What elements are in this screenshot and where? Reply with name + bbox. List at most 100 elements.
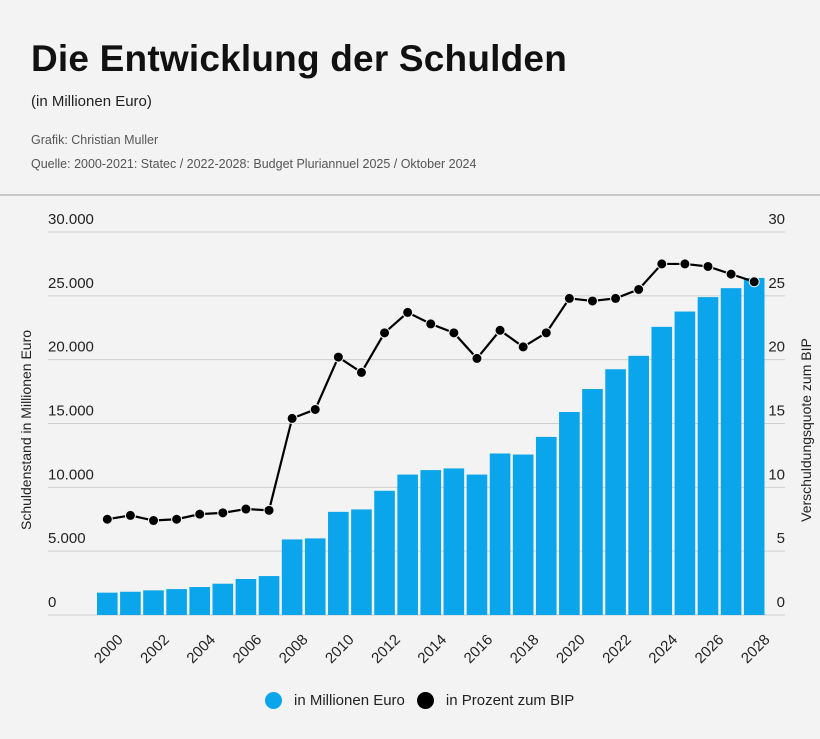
- x-tick-label: 2004: [183, 631, 219, 667]
- x-tick-label: 2006: [230, 631, 266, 667]
- x-tick-label: 2024: [645, 631, 681, 667]
- point-2017: [494, 324, 506, 336]
- legend-label-line: in Prozent zum BIP: [445, 692, 575, 709]
- point-2027: [725, 268, 737, 280]
- bar-2000: [97, 592, 118, 615]
- bar-2019: [535, 436, 557, 615]
- y-tick-left: 30.000: [48, 211, 94, 228]
- x-tick-label: 2010: [322, 631, 358, 667]
- bar-2026: [697, 297, 719, 615]
- bar-2003: [166, 589, 187, 615]
- x-tick-label: 2022: [599, 631, 635, 667]
- point-2001: [124, 509, 136, 521]
- y-tick-right: 0: [777, 594, 785, 611]
- bar-2024: [651, 326, 673, 615]
- y-tick-left: 0: [48, 594, 56, 611]
- bar-2013: [397, 474, 418, 615]
- legend-swatch-bars: [265, 692, 282, 709]
- point-2005: [217, 507, 229, 519]
- y-tick-right: 20: [768, 339, 785, 356]
- source-text: Quelle: 2000-2021: Statec / 2022-2028: B…: [31, 157, 477, 171]
- y-tick-right: 5: [777, 530, 785, 547]
- bar-2027: [720, 288, 742, 615]
- x-tick-label: 2020: [553, 631, 589, 667]
- bar-2025: [674, 311, 696, 615]
- bar-2004: [189, 587, 211, 615]
- x-tick-label: 2018: [507, 631, 543, 667]
- point-2000: [101, 513, 113, 525]
- bar-2023: [628, 355, 649, 615]
- bar-2011: [351, 509, 372, 615]
- bar-2022: [605, 369, 626, 615]
- legend-swatch-line: [416, 692, 434, 709]
- x-tick-label: 2012: [368, 631, 404, 667]
- bar-2020: [559, 412, 580, 615]
- point-2007: [263, 504, 275, 516]
- y-axis-right-title: Verschuldungsquote zum BIP: [798, 338, 814, 522]
- bar-2016: [466, 474, 488, 615]
- bar-2001: [120, 591, 141, 615]
- point-2010: [332, 351, 344, 363]
- point-2004: [194, 508, 206, 520]
- point-2022: [610, 292, 622, 304]
- y-axis-left-title: Schuldenstand in Millionen Euro: [18, 330, 34, 530]
- point-2011: [355, 366, 367, 378]
- y-tick-right: 25: [768, 275, 785, 292]
- point-2016: [471, 352, 483, 364]
- point-2008: [286, 412, 298, 424]
- y-tick-left: 20.000: [48, 339, 94, 356]
- bar-2012: [374, 490, 395, 615]
- bar-2009: [304, 538, 326, 615]
- point-2021: [586, 295, 598, 307]
- x-tick-label: 2026: [692, 631, 728, 667]
- point-2014: [425, 318, 437, 330]
- x-tick-label: 2016: [461, 631, 497, 667]
- bar-2017: [489, 453, 511, 615]
- bar-2007: [258, 576, 280, 615]
- x-tick-label: 2002: [137, 631, 173, 667]
- point-2006: [240, 503, 252, 515]
- point-2003: [171, 513, 183, 525]
- x-tick-label: 2008: [276, 631, 312, 667]
- bar-2010: [328, 511, 349, 615]
- point-2012: [379, 327, 391, 339]
- point-2023: [633, 283, 645, 295]
- legend-label-bars: in Millionen Euro: [294, 692, 405, 709]
- point-2015: [448, 327, 460, 339]
- bar-2014: [420, 470, 442, 615]
- bar-2018: [512, 454, 534, 615]
- x-tick-label: 2000: [91, 631, 127, 667]
- x-tick-label: 2028: [738, 631, 774, 667]
- y-tick-left: 10.000: [48, 466, 94, 483]
- header-divider: [0, 194, 820, 196]
- y-tick-right: 30: [768, 211, 785, 228]
- y-tick-right: 15: [768, 403, 785, 420]
- chart-title: Die Entwicklung der Schulden: [31, 38, 568, 79]
- point-2019: [540, 327, 552, 339]
- bar-2015: [443, 468, 465, 615]
- point-2026: [702, 260, 714, 272]
- y-tick-left: 5.000: [48, 530, 86, 547]
- bar-2006: [235, 578, 257, 615]
- point-2028: [748, 276, 760, 288]
- point-2013: [402, 306, 414, 318]
- credit-text: Grafik: Christian Muller: [31, 133, 159, 147]
- point-2020: [563, 292, 575, 304]
- y-tick-right: 10: [768, 466, 785, 483]
- y-tick-left: 25.000: [48, 275, 94, 292]
- bar-2028: [743, 277, 765, 615]
- bar-2002: [143, 590, 164, 615]
- bar-2021: [582, 389, 603, 615]
- bar-2005: [212, 583, 234, 615]
- x-tick-label: 2014: [414, 631, 450, 667]
- point-2025: [679, 258, 691, 270]
- chart-subtitle: (in Millionen Euro): [31, 93, 152, 110]
- point-2024: [656, 258, 668, 270]
- point-2009: [309, 403, 321, 415]
- point-2018: [517, 341, 529, 353]
- legend: in Millionen Euro in Prozent zum BIP: [265, 692, 586, 709]
- y-tick-left: 15.000: [48, 403, 94, 420]
- bar-2008: [281, 539, 303, 615]
- point-2002: [148, 515, 160, 527]
